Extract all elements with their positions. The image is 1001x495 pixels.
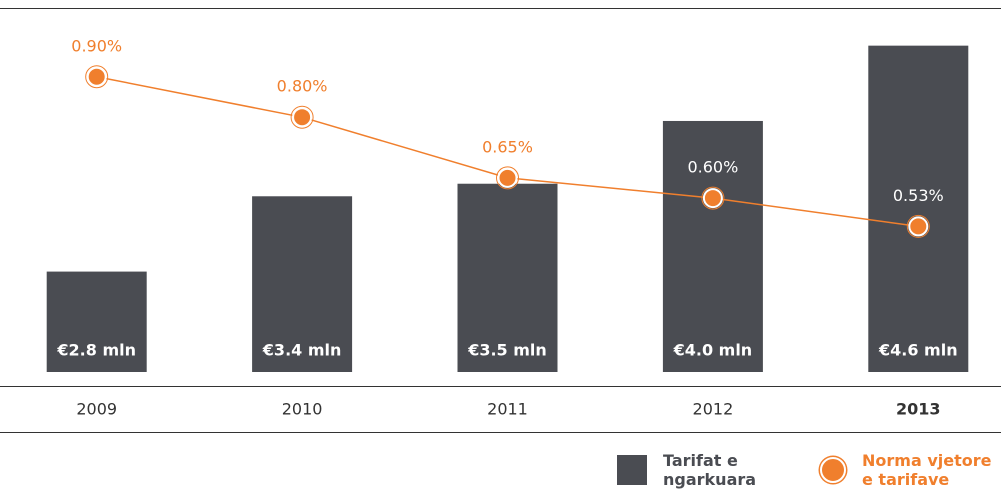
bar-value-label: €4.0 mln: [673, 341, 753, 360]
x-tick-label: 2012: [693, 400, 734, 419]
bar-value-label: €3.5 mln: [467, 341, 547, 360]
point-value-label: 0.80%: [277, 77, 328, 96]
point-ring: [85, 65, 109, 89]
point-ring: [906, 214, 930, 238]
point-ring: [701, 186, 725, 210]
x-tick-label: 2011: [487, 400, 528, 419]
bar: [457, 183, 558, 372]
bar: [46, 271, 147, 372]
point-value-label: 0.65%: [482, 137, 533, 156]
point: [86, 66, 107, 87]
point: [702, 188, 723, 209]
legend-swatch-bar: [617, 455, 647, 485]
bar-value-label: €3.4 mln: [262, 341, 342, 360]
bar: [662, 120, 763, 372]
point-ring: [290, 105, 314, 129]
legend-label: Norma vjetore e tarifave: [862, 451, 992, 489]
point-value-label: 0.60%: [687, 158, 738, 177]
bar: [252, 196, 353, 372]
point-value-label: 0.53%: [893, 186, 944, 205]
legend-label: Tarifat e ngarkuara: [663, 451, 757, 489]
bar: [868, 45, 969, 372]
bar-value-label: €4.6 mln: [878, 341, 958, 360]
bar-value-label: €2.8 mln: [56, 341, 136, 360]
x-tick-label: 2010: [282, 400, 323, 419]
x-tick-label: 2013: [896, 400, 941, 419]
point-value-label: 0.90%: [71, 36, 122, 55]
point-ring: [496, 166, 519, 190]
point: [497, 167, 518, 188]
point: [908, 216, 929, 237]
x-tick-label: 2009: [76, 400, 117, 419]
point: [292, 107, 313, 128]
legend-swatch-line: [820, 457, 846, 483]
